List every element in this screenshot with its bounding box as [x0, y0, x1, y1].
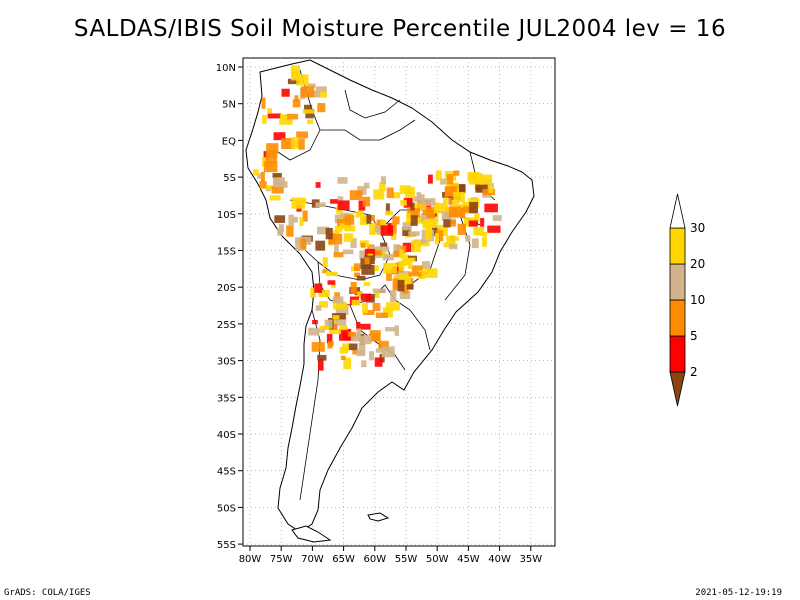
lat-label: 25S — [217, 320, 236, 331]
lat-label: 40S — [217, 430, 236, 441]
lat-label: 5N — [222, 100, 236, 111]
colorbar-label: 30 — [690, 221, 705, 235]
latitude-labels: 10N 5N EQ 5S 10S 15S 20S 25S 30S 35S 40S 45S 50S 55S — [216, 63, 243, 551]
lon-label: 65W — [332, 554, 355, 565]
lat-label: 30S — [217, 357, 236, 368]
lat-label: 35S — [217, 393, 236, 404]
colorbar-label: 10 — [690, 293, 705, 307]
lon-label: 35W — [519, 554, 542, 565]
map-title: SALDAS/IBIS Soil Moisture Percentile JUL… — [73, 16, 727, 42]
south-america-outline — [245, 59, 535, 533]
percentile-patches — [253, 65, 502, 371]
lat-label: EQ — [222, 136, 236, 147]
falkland-islands — [367, 512, 390, 522]
footer-credit: GrADS: COLA/IGES — [4, 588, 91, 598]
lon-label: 60W — [363, 554, 386, 565]
lat-label: 10S — [217, 210, 236, 221]
lat-label: 50S — [217, 503, 236, 514]
lat-label: 20S — [217, 283, 236, 294]
lon-label: 80W — [239, 554, 262, 565]
footer-timestamp: 2021-05-12-19:19 — [695, 588, 782, 598]
lon-label: 75W — [270, 554, 293, 565]
lat-label: 55S — [217, 540, 236, 551]
lat-label: 45S — [217, 467, 236, 478]
tierra-del-fuego — [291, 525, 332, 543]
lon-label: 45W — [457, 554, 480, 565]
lat-label: 15S — [217, 247, 236, 258]
colorbar-label: 2 — [690, 365, 698, 379]
colorbar-label: 5 — [690, 329, 698, 343]
colorbar-label: 20 — [690, 257, 705, 271]
lat-label: 10N — [216, 63, 236, 74]
colorbar: 2 5 10 20 30 — [669, 193, 705, 407]
lon-label: 50W — [426, 554, 449, 565]
lon-label: 40W — [488, 554, 511, 565]
lon-label: 55W — [395, 554, 418, 565]
lat-label: 5S — [223, 173, 236, 184]
lon-label: 70W — [301, 554, 324, 565]
longitude-labels: 80W 75W 70W 65W 60W 55W 50W 45W 40W 35W — [239, 546, 542, 565]
